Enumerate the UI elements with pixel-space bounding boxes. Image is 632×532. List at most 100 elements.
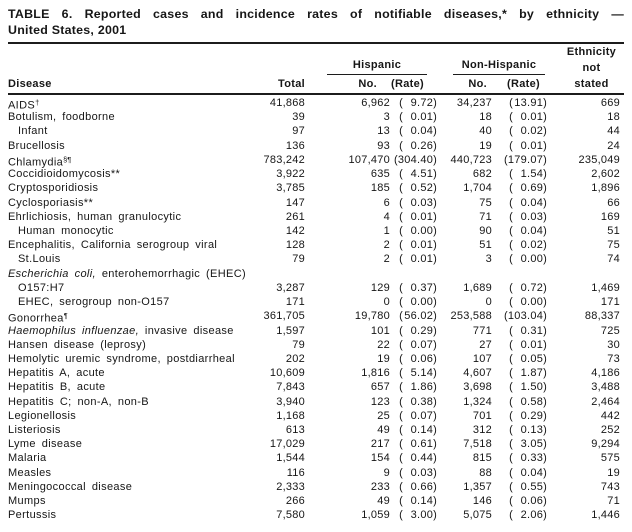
hispanic-rate: (5.14) — [399, 367, 437, 380]
nonhispanic-count — [437, 267, 492, 281]
ethnicity-not-stated-value: 18 — [607, 111, 620, 124]
table-row: Hemolytic uremic syndrome, postdiarrheal… — [8, 352, 624, 366]
disease-name: Hemolytic uremic syndrome, postdiarrheal — [8, 352, 235, 365]
ethnicity-not-stated-value: 235,049 — [578, 153, 620, 166]
nonhispanic-rate: (0.01) — [509, 111, 547, 124]
hispanic-rate — [390, 267, 437, 281]
table-row: Cyclosporiasis** 147 6 (0.03) 75 (0.04) 66 — [8, 196, 624, 210]
hispanic-rate: (0.01) — [399, 253, 437, 266]
disease-name: Meningococcal disease — [8, 480, 133, 493]
nonhispanic-rate: (0.02) — [509, 125, 547, 138]
ethnicity-not-stated-value: 24 — [607, 139, 620, 152]
nonhispanic-rate: (0.13) — [509, 424, 547, 437]
table-row: Ehrlichiosis, human granulocytic 261 4 (0.0… — [8, 210, 624, 224]
nonhispanic-count: 0 — [485, 296, 492, 309]
hispanic-count: 123 — [370, 395, 390, 408]
hispanic-rate: (0.07) — [399, 338, 437, 351]
table-title-line1: TABLE 6. Reported cases and incidence ra… — [8, 7, 624, 21]
nonhispanic-count: 4,607 — [463, 367, 492, 380]
disease-name: Listeriosis — [8, 424, 61, 437]
nonhispanic-count: 771 — [472, 324, 492, 337]
nonhispanic-rate: (0.06) — [509, 495, 547, 508]
hispanic-count: 49 — [377, 424, 390, 437]
nonhispanic-rate: (179.07) — [504, 153, 547, 166]
nonhispanic-rate: (0.29) — [509, 409, 547, 422]
header-hispanic-label: Hispanic — [327, 59, 427, 75]
nonhispanic-rate: (0.55) — [509, 480, 547, 493]
table-body: AIDS† 41,868 6,962(9.72) 34,237 (13.91) 669 Bo… — [8, 95, 624, 523]
table-row: Meningococcal disease 2,333 233 (0.66) 1,357… — [8, 480, 624, 494]
table-row: Haemophilus influenzae, invasive disease… — [8, 324, 624, 338]
nonhispanic-count: 1,689 — [463, 281, 492, 294]
total-value: 7,580 — [276, 509, 305, 522]
disease-name: Mumps — [8, 495, 46, 508]
table-row: Hepatitis B, acute 7,843 657 (1.86) 3,698 (1.… — [8, 380, 624, 394]
hispanic-rate: (0.03) — [399, 466, 437, 479]
hispanic-count: 19,780 — [354, 310, 390, 323]
nonhispanic-count: 312 — [472, 424, 492, 437]
disease-name: EHEC, serogroup non-O157 — [18, 296, 170, 309]
nonhispanic-rate: (0.04) — [509, 466, 547, 479]
hispanic-count: 6 — [383, 196, 390, 209]
disease-name: Hepatitis C; non-A, non-B — [8, 395, 149, 408]
total-value: 41,868 — [269, 97, 305, 109]
hispanic-count: 2 — [383, 253, 390, 266]
nonhispanic-rate: (13.91) — [509, 97, 547, 109]
disease-name: Cyclosporiasis** — [8, 196, 94, 209]
header-spacer — [8, 59, 305, 75]
hispanic-rate: (1.86) — [399, 381, 437, 394]
table-title-line2: United States, 2001 — [8, 22, 127, 37]
total-value: 116 — [286, 466, 305, 479]
disease-name: Cryptosporidiosis — [8, 182, 99, 195]
nonhispanic-rate: (0.01) — [509, 139, 547, 152]
nonhispanic-count: 19 — [479, 139, 492, 152]
total-value: 136 — [285, 139, 305, 152]
ethnicity-not-stated-value: 19 — [607, 466, 620, 479]
hispanic-count: 0 — [383, 296, 390, 309]
disease-name: Measles — [8, 466, 52, 479]
ethnicity-not-stated-value: 88,337 — [584, 310, 620, 323]
nonhispanic-count: 75 — [479, 196, 492, 209]
disease-name: Chlamydia§¶ — [8, 154, 72, 169]
total-value: 3,785 — [276, 182, 305, 195]
hispanic-count: 19 — [377, 352, 390, 365]
disease-name: Hepatitis B, acute — [8, 381, 106, 394]
total-value: 1,597 — [276, 324, 305, 337]
total-value: 171 — [285, 296, 305, 309]
total-value: 361,705 — [263, 310, 305, 323]
nonhispanic-rate: (1.54) — [509, 168, 547, 181]
header-non-hispanic-label: Non-Hispanic — [453, 59, 545, 75]
ethnicity-not-stated-value: 725 — [600, 324, 620, 337]
hispanic-rate: (0.01) — [399, 111, 437, 124]
table-row: Coccidioidomycosis** 3,922 635 (4.51) 682 (1.… — [8, 167, 624, 181]
title-rule — [8, 42, 624, 44]
table-row: Escherichia coli, enterohemorrhagic (EHE… — [8, 267, 624, 281]
table-row: Brucellosis 136 93 (0.26) 19 (0.01) 24 — [8, 139, 624, 153]
disease-name: Human monocytic — [18, 224, 114, 237]
ethnicity-not-stated-value: 1,446 — [591, 509, 620, 522]
nonhispanic-rate: (0.04) — [509, 224, 547, 237]
hispanic-count: 635 — [370, 168, 390, 181]
total-value: 3,287 — [276, 281, 305, 294]
ethnicity-not-stated-value: 51 — [607, 224, 620, 237]
nonhispanic-rate: (3.05) — [509, 438, 547, 451]
nonhispanic-count: 682 — [472, 168, 492, 181]
nonhispanic-rate: (1.87) — [509, 367, 547, 380]
nonhispanic-count: 1,324 — [463, 395, 492, 408]
ethnicity-not-stated-value: 1,469 — [591, 281, 620, 294]
table-row: Infant 97 13 (0.04) 40 (0.02) 44 — [8, 124, 624, 138]
hispanic-rate: (0.37) — [399, 281, 437, 294]
table-row: O157:H7 3,287 129 (0.37) 1,689 (0.72) 1,469 — [8, 281, 624, 295]
nonhispanic-count: 40 — [479, 125, 492, 138]
hispanic-count: 154 — [370, 452, 390, 465]
header-total: Total — [278, 78, 305, 90]
nonhispanic-count: 146 — [472, 495, 492, 508]
ethnicity-not-stated-value: 4,186 — [591, 367, 620, 380]
ethnicity-not-stated-value: 743 — [600, 480, 620, 493]
disease-name: Hepatitis A, acute — [8, 367, 105, 380]
hispanic-count: 9 — [383, 466, 390, 479]
hispanic-rate: (0.06) — [399, 352, 437, 365]
disease-name: O157:H7 — [18, 281, 65, 294]
hispanic-rate: (0.14) — [399, 495, 437, 508]
hispanic-rate: (0.29) — [399, 324, 437, 337]
